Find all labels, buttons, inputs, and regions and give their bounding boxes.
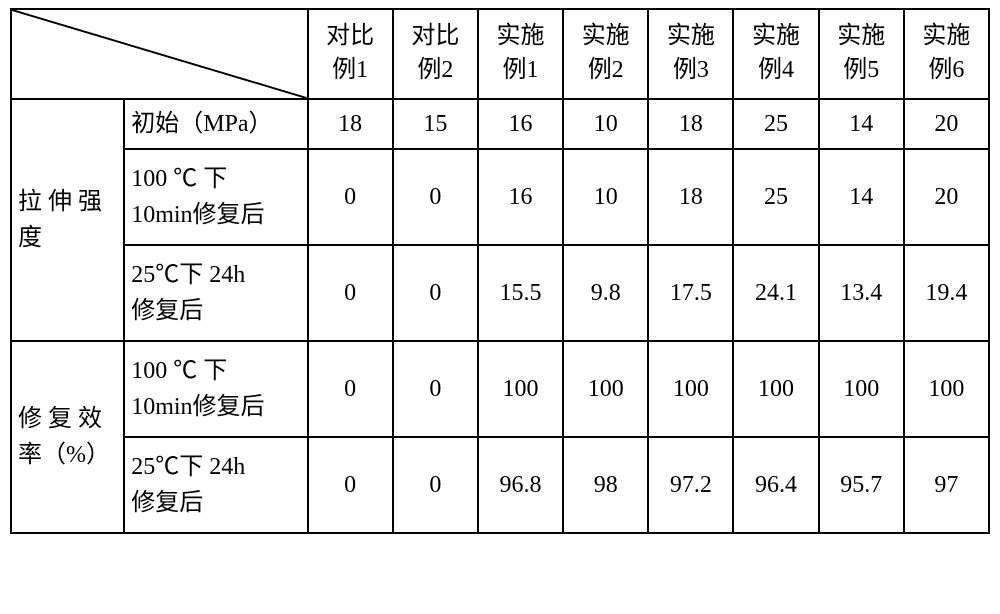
col-header: 实施 例6 [904,9,989,99]
col-header: 实施 例3 [648,9,733,99]
col-header: 实施 例1 [478,9,563,99]
data-cell: 17.5 [648,245,733,341]
condition-line1: 100 ℃ 下 [131,358,227,384]
data-cell: 25 [733,99,818,149]
condition-cell: 25℃下 24h 修复后 [124,437,307,533]
data-cell: 0 [308,149,393,245]
col-header-line2: 例3 [673,57,709,83]
data-cell: 20 [904,149,989,245]
col-header: 实施 例2 [563,9,648,99]
table-row: 25℃下 24h 修复后 0 0 15.5 9.8 17.5 24.1 13.4… [11,245,989,341]
data-cell: 100 [733,341,818,437]
condition-line1: 25℃下 24h [131,262,245,288]
col-header: 对比 例2 [393,9,478,99]
header-diagonal-cell [11,9,308,99]
data-cell: 19.4 [904,245,989,341]
data-cell: 10 [563,149,648,245]
data-cell: 0 [308,437,393,533]
data-cell: 0 [393,149,478,245]
data-cell: 100 [478,341,563,437]
data-cell: 100 [819,341,904,437]
col-header-line1: 实施 [837,23,885,49]
group-label-line1: 修 复 效 [18,406,102,432]
table-header-row: 对比 例1 对比 例2 实施 例1 实施 例2 实施 例3 实施 例4 [11,9,989,99]
col-header-line1: 对比 [326,23,374,49]
col-header-line1: 实施 [582,23,630,49]
col-header-line1: 对比 [411,23,459,49]
condition-cell: 25℃下 24h 修复后 [124,245,307,341]
data-cell: 25 [733,149,818,245]
condition-line2: 10min修复后 [131,394,264,420]
data-cell: 14 [819,99,904,149]
data-cell: 96.4 [733,437,818,533]
table-row: 100 ℃ 下 10min修复后 0 0 16 10 18 25 14 20 [11,149,989,245]
data-cell: 97 [904,437,989,533]
data-cell: 100 [648,341,733,437]
data-cell: 0 [393,341,478,437]
data-cell: 24.1 [733,245,818,341]
data-cell: 16 [478,99,563,149]
data-cell: 98 [563,437,648,533]
data-cell: 15.5 [478,245,563,341]
data-cell: 9.8 [563,245,648,341]
col-header-line2: 例1 [503,57,539,83]
data-cell: 100 [563,341,648,437]
data-cell: 20 [904,99,989,149]
condition-line1: 100 ℃ 下 [131,166,227,192]
condition-cell: 100 ℃ 下 10min修复后 [124,341,307,437]
data-cell: 14 [819,149,904,245]
diagonal-line-icon [12,10,307,98]
group-label-line2: 率（%） [18,442,110,468]
col-header: 实施 例5 [819,9,904,99]
condition-text: 初始（MPa） [131,111,272,137]
data-cell: 13.4 [819,245,904,341]
data-cell: 18 [308,99,393,149]
data-cell: 97.2 [648,437,733,533]
data-cell: 0 [393,245,478,341]
condition-cell: 初始（MPa） [124,99,307,149]
table-row: 25℃下 24h 修复后 0 0 96.8 98 97.2 96.4 95.7 … [11,437,989,533]
table-row: 拉 伸 强 度 初始（MPa） 18 15 16 10 18 25 14 20 [11,99,989,149]
data-table: 对比 例1 对比 例2 实施 例1 实施 例2 实施 例3 实施 例4 [10,8,990,534]
data-cell: 0 [308,341,393,437]
data-cell: 96.8 [478,437,563,533]
condition-line2: 10min修复后 [131,202,264,228]
data-cell: 0 [393,437,478,533]
col-header-line2: 例5 [843,57,879,83]
col-header-line2: 例2 [588,57,624,83]
col-header: 对比 例1 [308,9,393,99]
group-label-line1: 拉 伸 强 [18,189,102,215]
col-header-line1: 实施 [667,23,715,49]
col-header: 实施 例4 [733,9,818,99]
data-cell: 18 [648,99,733,149]
col-header-line1: 实施 [752,23,800,49]
group-label-tensile: 拉 伸 强 度 [11,99,124,341]
col-header-line1: 实施 [497,23,545,49]
condition-cell: 100 ℃ 下 10min修复后 [124,149,307,245]
data-cell: 100 [904,341,989,437]
col-header-line2: 例2 [417,57,453,83]
col-header-line1: 实施 [922,23,970,49]
data-cell: 16 [478,149,563,245]
condition-line1: 25℃下 24h [131,454,245,480]
condition-line2: 修复后 [131,490,203,516]
table-row: 修 复 效 率（%） 100 ℃ 下 10min修复后 0 0 100 100 … [11,341,989,437]
data-cell: 15 [393,99,478,149]
data-cell: 0 [308,245,393,341]
condition-line2: 修复后 [131,298,203,324]
data-cell: 18 [648,149,733,245]
data-cell: 10 [563,99,648,149]
data-cell: 95.7 [819,437,904,533]
page: 对比 例1 对比 例2 实施 例1 实施 例2 实施 例3 实施 例4 [0,8,1000,614]
col-header-line2: 例1 [332,57,368,83]
col-header-line2: 例6 [928,57,964,83]
group-label-line2: 度 [18,225,42,251]
col-header-line2: 例4 [758,57,794,83]
group-label-repair-eff: 修 复 效 率（%） [11,341,124,533]
